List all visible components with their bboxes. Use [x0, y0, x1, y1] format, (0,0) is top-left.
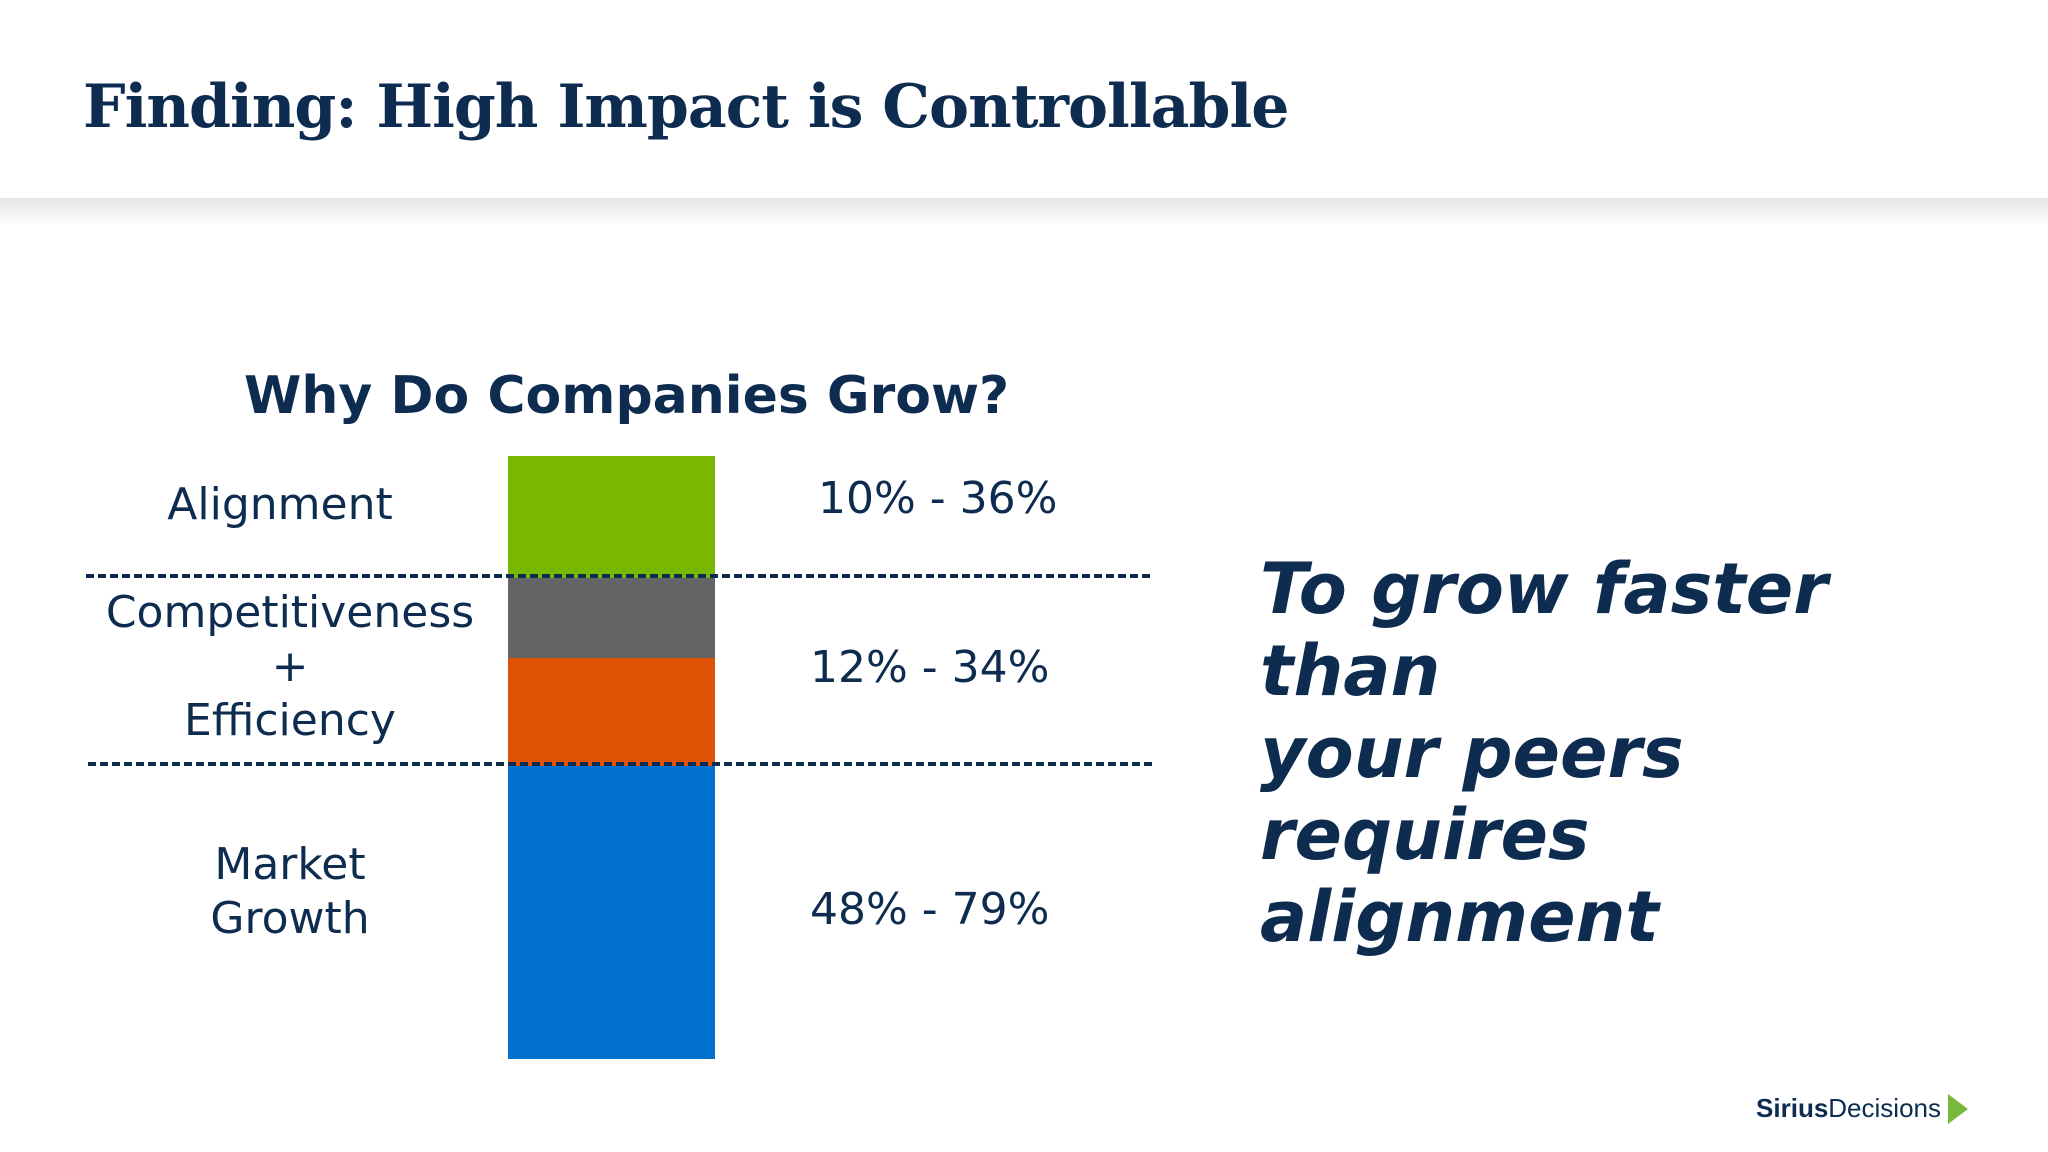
divider-line-upper: [86, 574, 1150, 578]
range-label-competitiveness-efficiency: 12% - 34%: [810, 642, 1050, 693]
row-label-market-growth: Market Growth: [140, 838, 440, 946]
row-label-line: +: [271, 641, 309, 692]
range-label-alignment: 10% - 36%: [818, 473, 1058, 524]
row-label-line: Alignment: [167, 479, 393, 530]
bar-segment-efficiency: [508, 658, 715, 766]
row-label-alignment: Alignment: [130, 478, 430, 532]
row-label-line: Competitiveness: [105, 587, 475, 638]
row-label-line: Efficiency: [184, 695, 396, 746]
title-divider-shadow: [0, 198, 2048, 226]
bar-segment-competitiveness: [508, 578, 715, 658]
siriusdecisions-logo: Sirius Decisions: [1756, 1093, 1968, 1124]
logo-text-first: Sirius: [1756, 1093, 1829, 1123]
diagram-title: Why Do Companies Grow?: [244, 366, 1010, 426]
title-bar: Finding: High Impact is Controllable: [0, 0, 2048, 205]
bar-segment-market-growth: [508, 766, 715, 1059]
bar-segment-alignment: [508, 456, 715, 578]
callout-text: To grow faster than your peers requires …: [1260, 548, 1828, 958]
logo-arrow-icon: [1948, 1093, 1968, 1124]
row-label-line: Market: [214, 839, 366, 890]
divider-line-lower: [88, 762, 1152, 766]
logo-text-second: Decisions: [1828, 1093, 1941, 1123]
row-label-line: Growth: [210, 893, 370, 944]
row-label-competitiveness-efficiency: Competitiveness + Efficiency: [100, 586, 480, 748]
range-label-market-growth: 48% - 79%: [810, 884, 1050, 935]
page-title: Finding: High Impact is Controllable: [83, 72, 1289, 142]
